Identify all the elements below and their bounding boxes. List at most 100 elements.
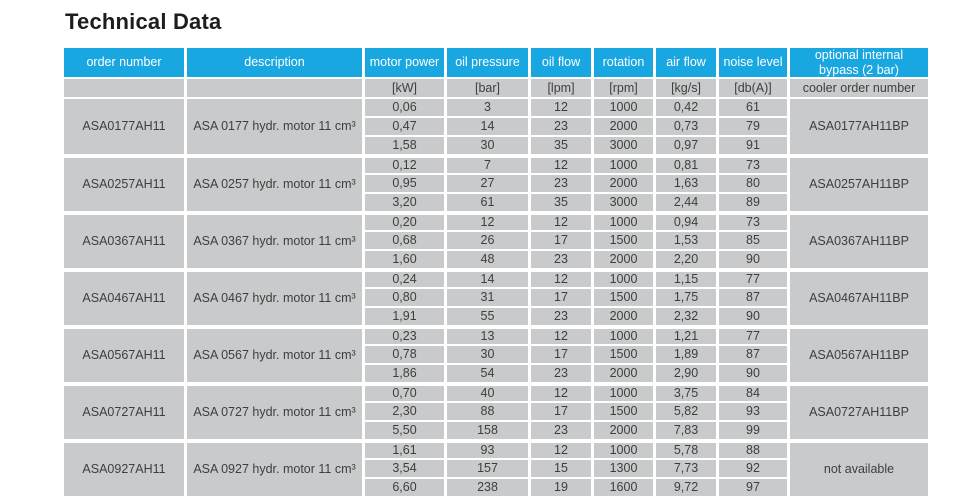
table-cell: 84 [719,384,787,401]
table-cell: 23 [531,118,591,135]
table-cell: 15 [531,460,591,477]
table-cell: 17 [531,289,591,306]
table-cell: 77 [719,327,787,344]
table-cell: 2,90 [656,365,716,382]
column-unit-0 [64,79,184,97]
table-cell: 1,63 [656,175,716,192]
table-cell: 0,78 [365,346,444,363]
table-cell: 2,20 [656,251,716,268]
cooler-order-cell: ASA0727AH11BP [790,384,928,439]
table-cell: 92 [719,460,787,477]
column-header-2: motor power [365,48,444,77]
table-cell: 26 [447,232,528,249]
table-cell: 2,32 [656,308,716,325]
table-cell: 1,60 [365,251,444,268]
table-row: 2,30 88 17 1500 5,82 93 [64,403,928,420]
table-cell: 14 [447,118,528,135]
table-cell: 1,21 [656,327,716,344]
table-cell: 0,94 [656,213,716,230]
table-row: 5,50 158 23 2000 7,83 99 [64,422,928,439]
table-cell: 1,89 [656,346,716,363]
table-cell: 27 [447,175,528,192]
table-cell: 3000 [594,137,653,154]
description-cell: ASA 0367 hydr. motor 11 cm³ [187,213,362,268]
table-cell: 2000 [594,251,653,268]
table-cell: 0,95 [365,175,444,192]
table-cell: 12 [531,213,591,230]
description-cell: ASA 0567 hydr. motor 11 cm³ [187,327,362,382]
column-unit-8: cooler order number [790,79,928,97]
table-cell: 23 [531,175,591,192]
table-cell: 1,86 [365,365,444,382]
table-cell: 90 [719,365,787,382]
description-cell: ASA 0467 hydr. motor 11 cm³ [187,270,362,325]
table-row: 1,91 55 23 2000 2,32 90 [64,308,928,325]
table-cell: 48 [447,251,528,268]
table-cell: 1000 [594,384,653,401]
table-cell: 3000 [594,194,653,211]
table-row: 0,47 14 23 2000 0,73 79 [64,118,928,135]
table-cell: 5,82 [656,403,716,420]
column-header-0: order number [64,48,184,77]
table-cell: 1000 [594,99,653,116]
table-cell: 2000 [594,422,653,439]
table-cell: 157 [447,460,528,477]
table-cell: 2,30 [365,403,444,420]
table-cell: 0,20 [365,213,444,230]
table-cell: 93 [447,441,528,458]
table-cell: 17 [531,403,591,420]
description-cell: ASA 0927 hydr. motor 11 cm³ [187,441,362,496]
table-cell: 17 [531,232,591,249]
table-cell: 61 [719,99,787,116]
table-cell: 0,12 [365,156,444,173]
order-number-cell: ASA0467AH11 [64,270,184,325]
table-cell: 77 [719,270,787,287]
column-header-4: oil flow [531,48,591,77]
table-cell: 2,44 [656,194,716,211]
table-cell: 1000 [594,270,653,287]
column-unit-5: [rpm] [594,79,653,97]
cooler-order-cell: ASA0257AH11BP [790,156,928,211]
order-number-cell: ASA0727AH11 [64,384,184,439]
technical-data-table: order number description motor power oil pr… [61,46,931,498]
table-cell: 14 [447,270,528,287]
table-cell: 88 [719,441,787,458]
table-row: 0,95 27 23 2000 1,63 80 [64,175,928,192]
table-row: 3,20 61 35 3000 2,44 89 [64,194,928,211]
column-header-1: description [187,48,362,77]
table-row: ASA0467AH11 ASA 0467 hydr. motor 11 cm³ 0,… [64,270,928,325]
table-cell: 40 [447,384,528,401]
table-cell: 1300 [594,460,653,477]
column-unit-2: [kW] [365,79,444,97]
table-cell: 55 [447,308,528,325]
table-cell: 7 [447,156,528,173]
table-cell: 97 [719,479,787,496]
table-cell: 12 [531,441,591,458]
table-cell: 23 [531,308,591,325]
table-row: 1,60 48 23 2000 2,20 90 [64,251,928,268]
table-cell: 1500 [594,403,653,420]
table-cell: 12 [531,384,591,401]
table-cell: 0,68 [365,232,444,249]
table-cell: 1000 [594,441,653,458]
table-cell: 80 [719,175,787,192]
order-number-cell: ASA0177AH11 [64,99,184,154]
table-cell: 91 [719,137,787,154]
table-cell: 1000 [594,156,653,173]
table-row: 0,78 30 17 1500 1,89 87 [64,346,928,363]
table-cell: 0,70 [365,384,444,401]
table-cell: 61 [447,194,528,211]
table-cell: 0,80 [365,289,444,306]
order-number-cell: ASA0567AH11 [64,327,184,382]
column-unit-3: [bar] [447,79,528,97]
table-cell: 79 [719,118,787,135]
table-cell: 0,81 [656,156,716,173]
table-cell: 1500 [594,232,653,249]
table-cell: 1500 [594,289,653,306]
table-cell: 0,73 [656,118,716,135]
table-cell: 88 [447,403,528,420]
table-cell: 93 [719,403,787,420]
table-cell: 0,42 [656,99,716,116]
column-header-7: noise level [719,48,787,77]
